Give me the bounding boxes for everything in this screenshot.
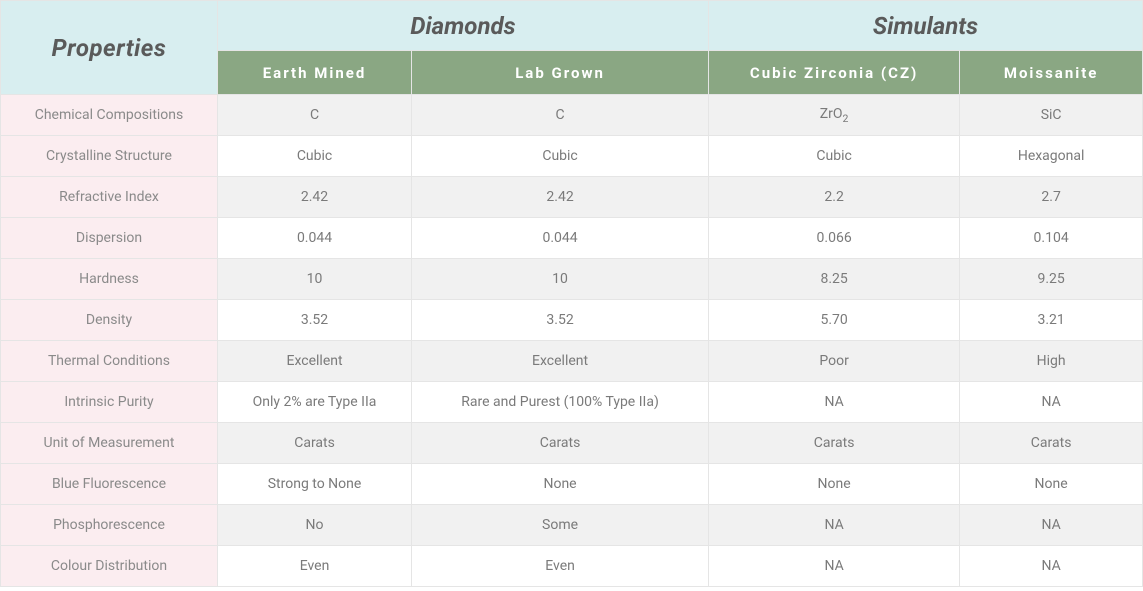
data-cell: Excellent bbox=[217, 341, 411, 382]
data-cell: 0.066 bbox=[709, 218, 960, 259]
data-cell: 8.25 bbox=[709, 259, 960, 300]
data-cell: 9.25 bbox=[960, 259, 1143, 300]
data-cell: 2.2 bbox=[709, 177, 960, 218]
header-sub-lab-grown: Lab Grown bbox=[412, 51, 709, 95]
data-cell: Even bbox=[412, 546, 709, 587]
property-label: Blue Fluorescence bbox=[1, 464, 218, 505]
data-cell: 2.7 bbox=[960, 177, 1143, 218]
table-row: Unit of MeasurementCaratsCaratsCaratsCar… bbox=[1, 423, 1143, 464]
header-group-simulants: Simulants bbox=[709, 1, 1143, 51]
data-cell: 3.52 bbox=[217, 300, 411, 341]
data-cell: NA bbox=[709, 546, 960, 587]
data-cell: Carats bbox=[960, 423, 1143, 464]
data-cell: ZrO2 bbox=[709, 95, 960, 136]
property-label: Thermal Conditions bbox=[1, 341, 218, 382]
data-cell: NA bbox=[960, 546, 1143, 587]
data-cell: NA bbox=[960, 382, 1143, 423]
data-cell: 0.044 bbox=[217, 218, 411, 259]
property-label: Dispersion bbox=[1, 218, 218, 259]
header-properties: Properties bbox=[1, 1, 218, 95]
table-row: Thermal ConditionsExcellentExcellentPoor… bbox=[1, 341, 1143, 382]
table-row: Blue FluorescenceStrong to NoneNoneNoneN… bbox=[1, 464, 1143, 505]
property-label: Unit of Measurement bbox=[1, 423, 218, 464]
data-cell: Cubic bbox=[412, 136, 709, 177]
data-cell: High bbox=[960, 341, 1143, 382]
table-row: Colour DistributionEvenEvenNANA bbox=[1, 546, 1143, 587]
property-label: Crystalline Structure bbox=[1, 136, 218, 177]
data-cell: Even bbox=[217, 546, 411, 587]
property-label: Hardness bbox=[1, 259, 218, 300]
property-label: Chemical Compositions bbox=[1, 95, 218, 136]
table-row: PhosphorescenceNoSomeNANA bbox=[1, 505, 1143, 546]
table-row: Hardness10108.259.25 bbox=[1, 259, 1143, 300]
table-row: Chemical CompositionsCCZrO2SiC bbox=[1, 95, 1143, 136]
data-cell: NA bbox=[709, 382, 960, 423]
header-sub-cz: Cubic Zirconia (CZ) bbox=[709, 51, 960, 95]
data-cell: No bbox=[217, 505, 411, 546]
data-cell: Carats bbox=[709, 423, 960, 464]
data-cell: Rare and Purest (100% Type IIa) bbox=[412, 382, 709, 423]
data-cell: 0.044 bbox=[412, 218, 709, 259]
data-cell: 0.104 bbox=[960, 218, 1143, 259]
table-row: Dispersion0.0440.0440.0660.104 bbox=[1, 218, 1143, 259]
data-cell: Excellent bbox=[412, 341, 709, 382]
property-label: Refractive Index bbox=[1, 177, 218, 218]
property-label: Intrinsic Purity bbox=[1, 382, 218, 423]
data-cell: Carats bbox=[412, 423, 709, 464]
table-row: Density3.523.525.703.21 bbox=[1, 300, 1143, 341]
data-cell: 2.42 bbox=[412, 177, 709, 218]
header-sub-earth-mined: Earth Mined bbox=[217, 51, 411, 95]
data-cell: Hexagonal bbox=[960, 136, 1143, 177]
header-group-diamonds: Diamonds bbox=[217, 1, 708, 51]
data-cell: Carats bbox=[217, 423, 411, 464]
data-cell: 10 bbox=[217, 259, 411, 300]
data-cell: Some bbox=[412, 505, 709, 546]
data-cell: None bbox=[412, 464, 709, 505]
data-cell: Strong to None bbox=[217, 464, 411, 505]
property-label: Phosphorescence bbox=[1, 505, 218, 546]
data-cell: NA bbox=[960, 505, 1143, 546]
property-label: Colour Distribution bbox=[1, 546, 218, 587]
data-cell: Poor bbox=[709, 341, 960, 382]
data-cell: Cubic bbox=[709, 136, 960, 177]
data-cell: None bbox=[709, 464, 960, 505]
property-label: Density bbox=[1, 300, 218, 341]
table-row: Refractive Index2.422.422.22.7 bbox=[1, 177, 1143, 218]
data-cell: 10 bbox=[412, 259, 709, 300]
data-cell: None bbox=[960, 464, 1143, 505]
data-cell: 5.70 bbox=[709, 300, 960, 341]
data-cell: 3.21 bbox=[960, 300, 1143, 341]
data-cell: C bbox=[412, 95, 709, 136]
data-cell: Cubic bbox=[217, 136, 411, 177]
table-row: Intrinsic PurityOnly 2% are Type IIaRare… bbox=[1, 382, 1143, 423]
table: Properties Diamonds Simulants Earth Mine… bbox=[0, 0, 1143, 587]
data-cell: Only 2% are Type IIa bbox=[217, 382, 411, 423]
data-cell: NA bbox=[709, 505, 960, 546]
table-body: Chemical CompositionsCCZrO2SiCCrystallin… bbox=[1, 95, 1143, 587]
data-cell: C bbox=[217, 95, 411, 136]
data-cell: 3.52 bbox=[412, 300, 709, 341]
comparison-table: Properties Diamonds Simulants Earth Mine… bbox=[0, 0, 1143, 587]
data-cell: 2.42 bbox=[217, 177, 411, 218]
data-cell: SiC bbox=[960, 95, 1143, 136]
header-sub-moissanite: Moissanite bbox=[960, 51, 1143, 95]
table-row: Crystalline StructureCubicCubicCubicHexa… bbox=[1, 136, 1143, 177]
